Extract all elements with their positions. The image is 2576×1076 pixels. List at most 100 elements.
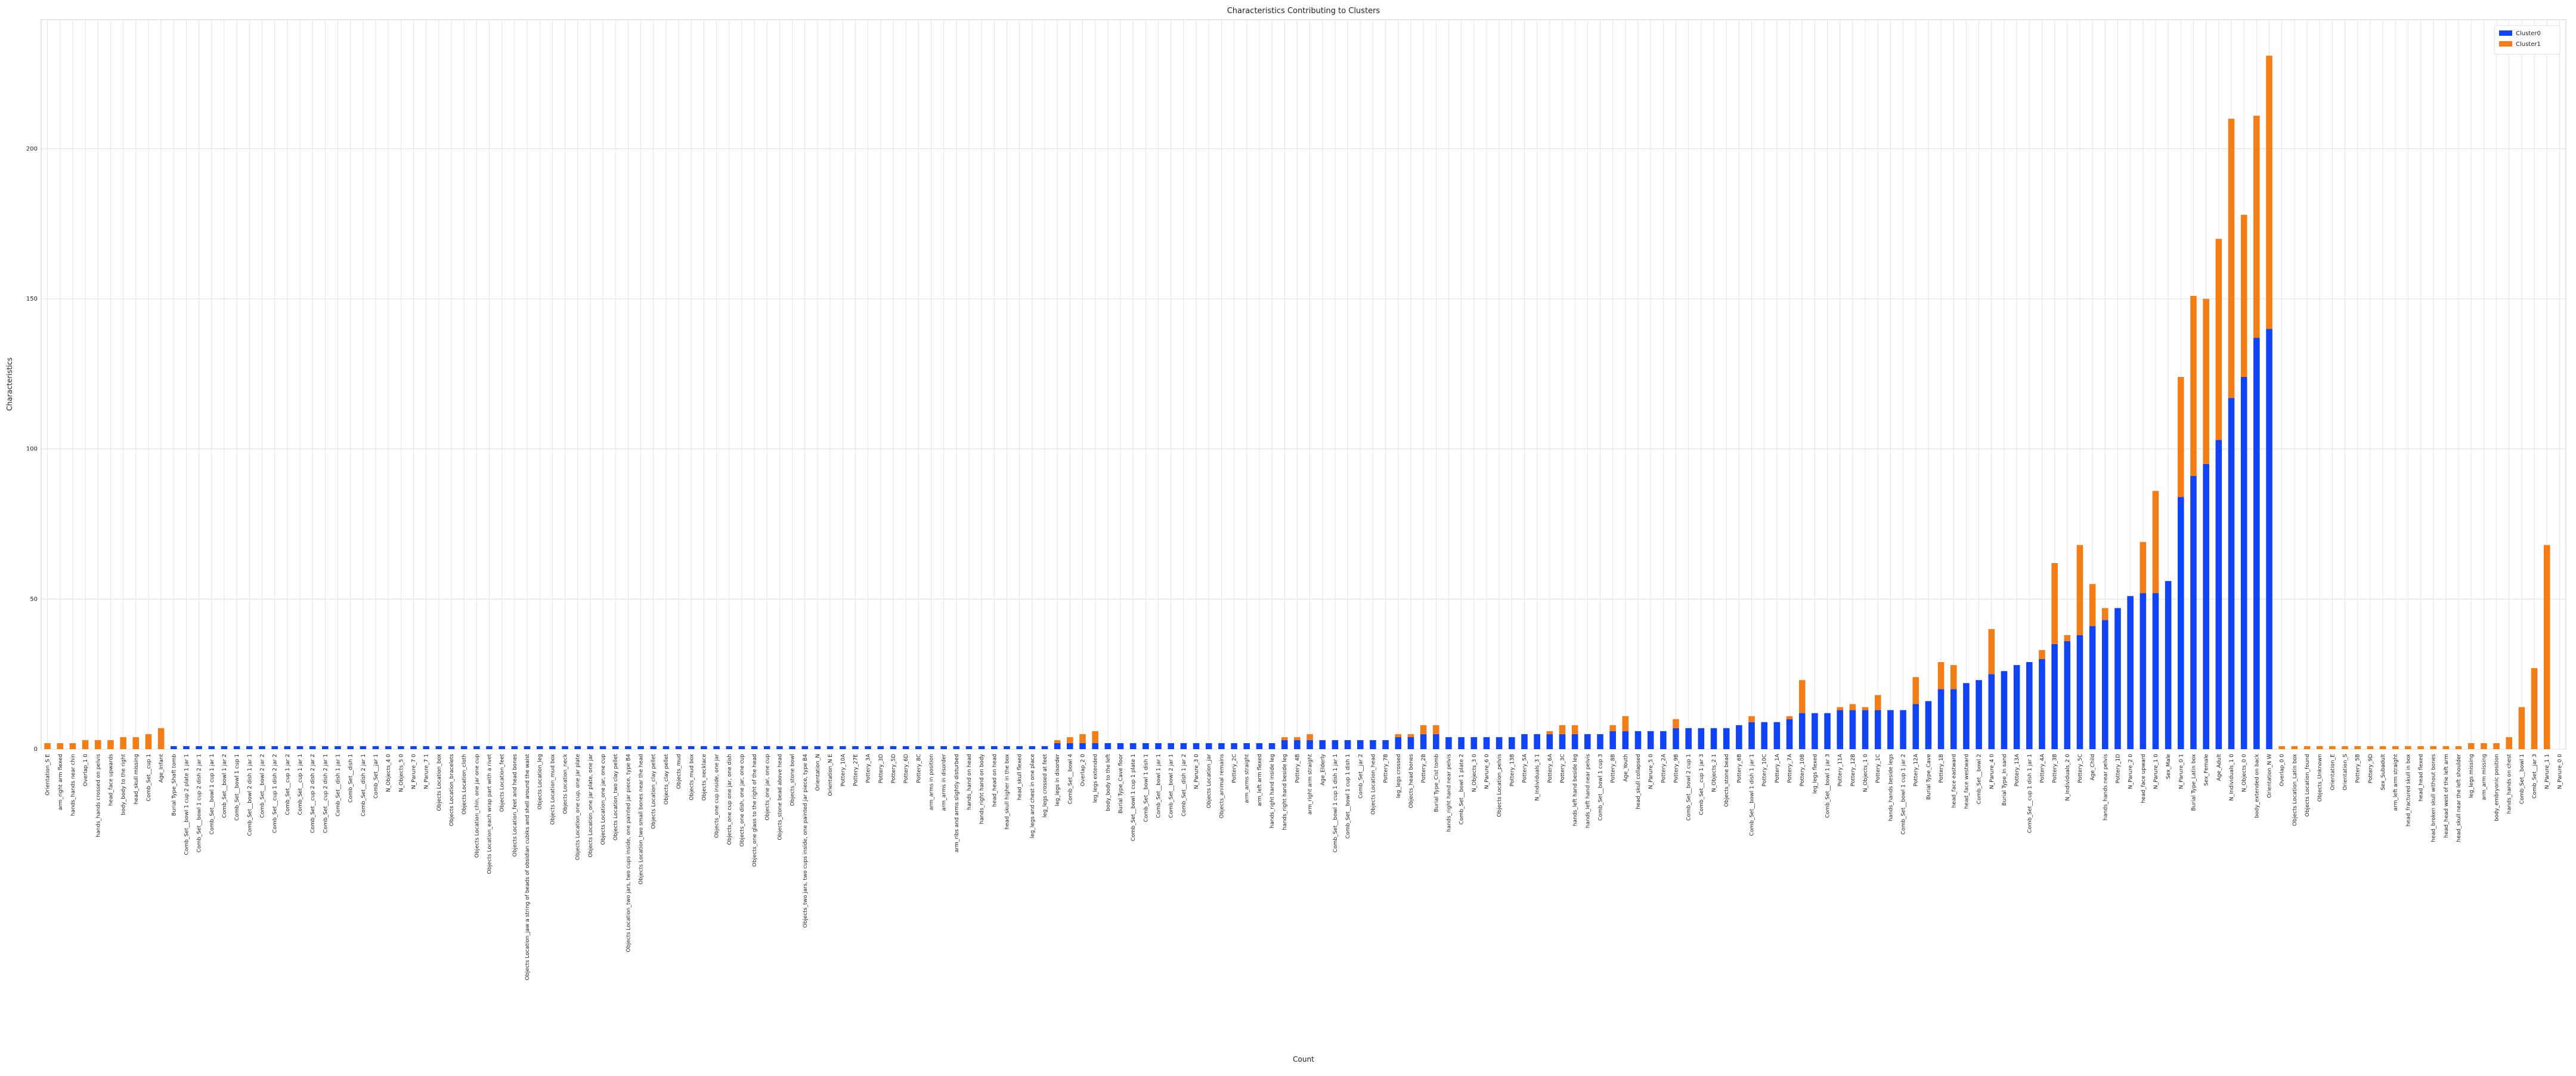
bar-segment (2190, 296, 2197, 477)
x-tick-label: Age_Infant (159, 754, 165, 783)
bar-segment (120, 737, 126, 749)
x-tick-label: Objects Location_jaw a string of beads o… (525, 754, 531, 981)
x-tick-label: Pottery_5A (1522, 753, 1528, 783)
x-tick-label: Sex_Subadult (2380, 754, 2386, 790)
bar-segment (511, 746, 518, 749)
x-tick-label: Objects Location_found (2305, 754, 2311, 817)
x-tick-label: Overlap_1 0 (83, 754, 89, 786)
bar-segment (486, 746, 493, 749)
x-tick-label: Comb_Set__bowl 1 jar 2 (222, 754, 228, 818)
bar-segment (1660, 731, 1667, 749)
bar-segment (1382, 740, 1389, 749)
x-tick-label: hands_hands near pelvis (2103, 754, 2109, 821)
bar-segment (1092, 731, 1098, 743)
bar-segment (587, 746, 594, 749)
bar-segment (1849, 704, 1856, 710)
x-tick-label: N_Parure_0 1 (2178, 754, 2184, 789)
bar-segment (2102, 608, 2109, 620)
bar-segment (637, 746, 644, 749)
bar-segment (94, 740, 101, 749)
bar-segment (625, 746, 631, 749)
bar-segment (1736, 725, 1742, 749)
x-tick-label: Comb_Set__bowl 2 jar 1 (1169, 754, 1175, 818)
bar-segment (726, 746, 733, 749)
bar-segment (1837, 710, 1844, 749)
bar-segment (1912, 704, 1919, 749)
bar-segment (1546, 731, 1553, 734)
x-tick-label: Pottery_2B (1421, 754, 1427, 783)
y-tick-label: 150 (26, 296, 38, 302)
bar-segment (1950, 665, 1957, 689)
x-tick-label: Orientation_S (2343, 754, 2349, 790)
y-axis-label: Characteristics (5, 357, 14, 411)
bar-segment (2442, 746, 2450, 749)
x-tick-label: Objects_animal remains (1219, 754, 1225, 818)
bar-segment (814, 746, 821, 749)
bar-segment (1559, 734, 1566, 749)
x-tick-label: N_Parure_3 0 (1194, 754, 1200, 789)
bar-segment (2140, 593, 2147, 749)
x-tick-label: Comb_Set__cup 2 dish 2 jar 2 (310, 754, 316, 833)
x-tick-label: Pottery_7A (1787, 753, 1793, 783)
bar-segment (1004, 746, 1010, 749)
x-tick-label: Objects_one jar, one cup (764, 754, 770, 821)
bar-segment (2228, 119, 2235, 398)
x-tick-label: Pottery_9D (2368, 754, 2374, 783)
bar-segment (877, 746, 884, 749)
x-tick-label: arm_left arm flexed (1257, 754, 1263, 806)
x-tick-label: Objects Location_cloth (462, 754, 467, 815)
x-tick-label: head_skull collapsed (1636, 754, 1642, 809)
x-tick-label: Objects Location_two jars, two cups insi… (626, 754, 631, 953)
bar-segment (2467, 743, 2475, 749)
bar-segment (1054, 743, 1061, 749)
x-tick-label: leg_legs in disorder (1055, 754, 1061, 806)
legend-label: Cluster0 (2516, 30, 2541, 37)
bar-segment (1723, 728, 1730, 749)
x-tick-label: Objects Location_chin, one jar one cup (474, 754, 480, 858)
x-tick-label: hands_right hand inside leg (1270, 754, 1275, 828)
x-tick-label: Objects Location_one jar plate, one jar (588, 754, 594, 858)
bar-segment (1748, 722, 1755, 749)
bar-segment (1874, 695, 1881, 710)
x-tick-label: body_embryonic position (2494, 754, 2500, 821)
x-tick-label: Objects_one cup inside, one jar (714, 754, 720, 838)
chart-title: Characteristics Contributing to Clusters (1227, 7, 1380, 16)
bar-segment (1824, 713, 1831, 749)
bar-segment (2228, 398, 2235, 749)
bar-segment (2039, 650, 2045, 660)
x-tick-label: Pottery_5B (2355, 754, 2361, 783)
bar-segment (284, 746, 291, 749)
bar-segment (1673, 728, 1679, 749)
x-tick-label: Comb_Set__cup 1 dish 2 jar 2 (273, 754, 278, 833)
x-tick-label: Pottery_6D (903, 754, 909, 783)
x-tick-label: Pottery_27E (853, 754, 859, 786)
bar-segment (549, 746, 556, 749)
bar-segment (1218, 743, 1225, 749)
x-tick-label: head_skull flexed (1017, 754, 1023, 800)
x-tick-label: N_Objects_5 0 (398, 754, 404, 792)
bar-segment (1268, 743, 1275, 749)
x-tick-label: Orientation_E (2330, 754, 2336, 790)
bar-segment (2076, 545, 2083, 635)
bar-segment (1597, 734, 1603, 749)
bar-segment (1041, 746, 1048, 749)
bar-segment (1193, 743, 1200, 749)
bar-segment (1256, 743, 1263, 749)
x-tick-label: Overlap_2 0 (1080, 754, 1086, 786)
bar-segment (2481, 743, 2487, 749)
bar-segment (801, 746, 809, 749)
bar-segment (1432, 734, 1439, 749)
x-tick-label: N_Individuals_3 1 (1535, 754, 1541, 801)
x-tick-label: Comb_Set__dish 1 (348, 754, 354, 803)
x-tick-label: Objects Location_clay pellet (651, 754, 657, 829)
bar-segment (2089, 626, 2096, 749)
x-tick-label: Comb_Set__bowl 1 cup 1 plate 1 (1131, 754, 1137, 841)
bar-segment (1609, 731, 1616, 749)
bar-segment (1950, 689, 1957, 749)
bar-segment (2253, 116, 2260, 338)
bar-segment (1117, 743, 1124, 749)
x-tick-label: Comb_Set__bowl 1 dish 1 jar 1 (1750, 754, 1755, 836)
bar-segment (1395, 734, 1402, 737)
